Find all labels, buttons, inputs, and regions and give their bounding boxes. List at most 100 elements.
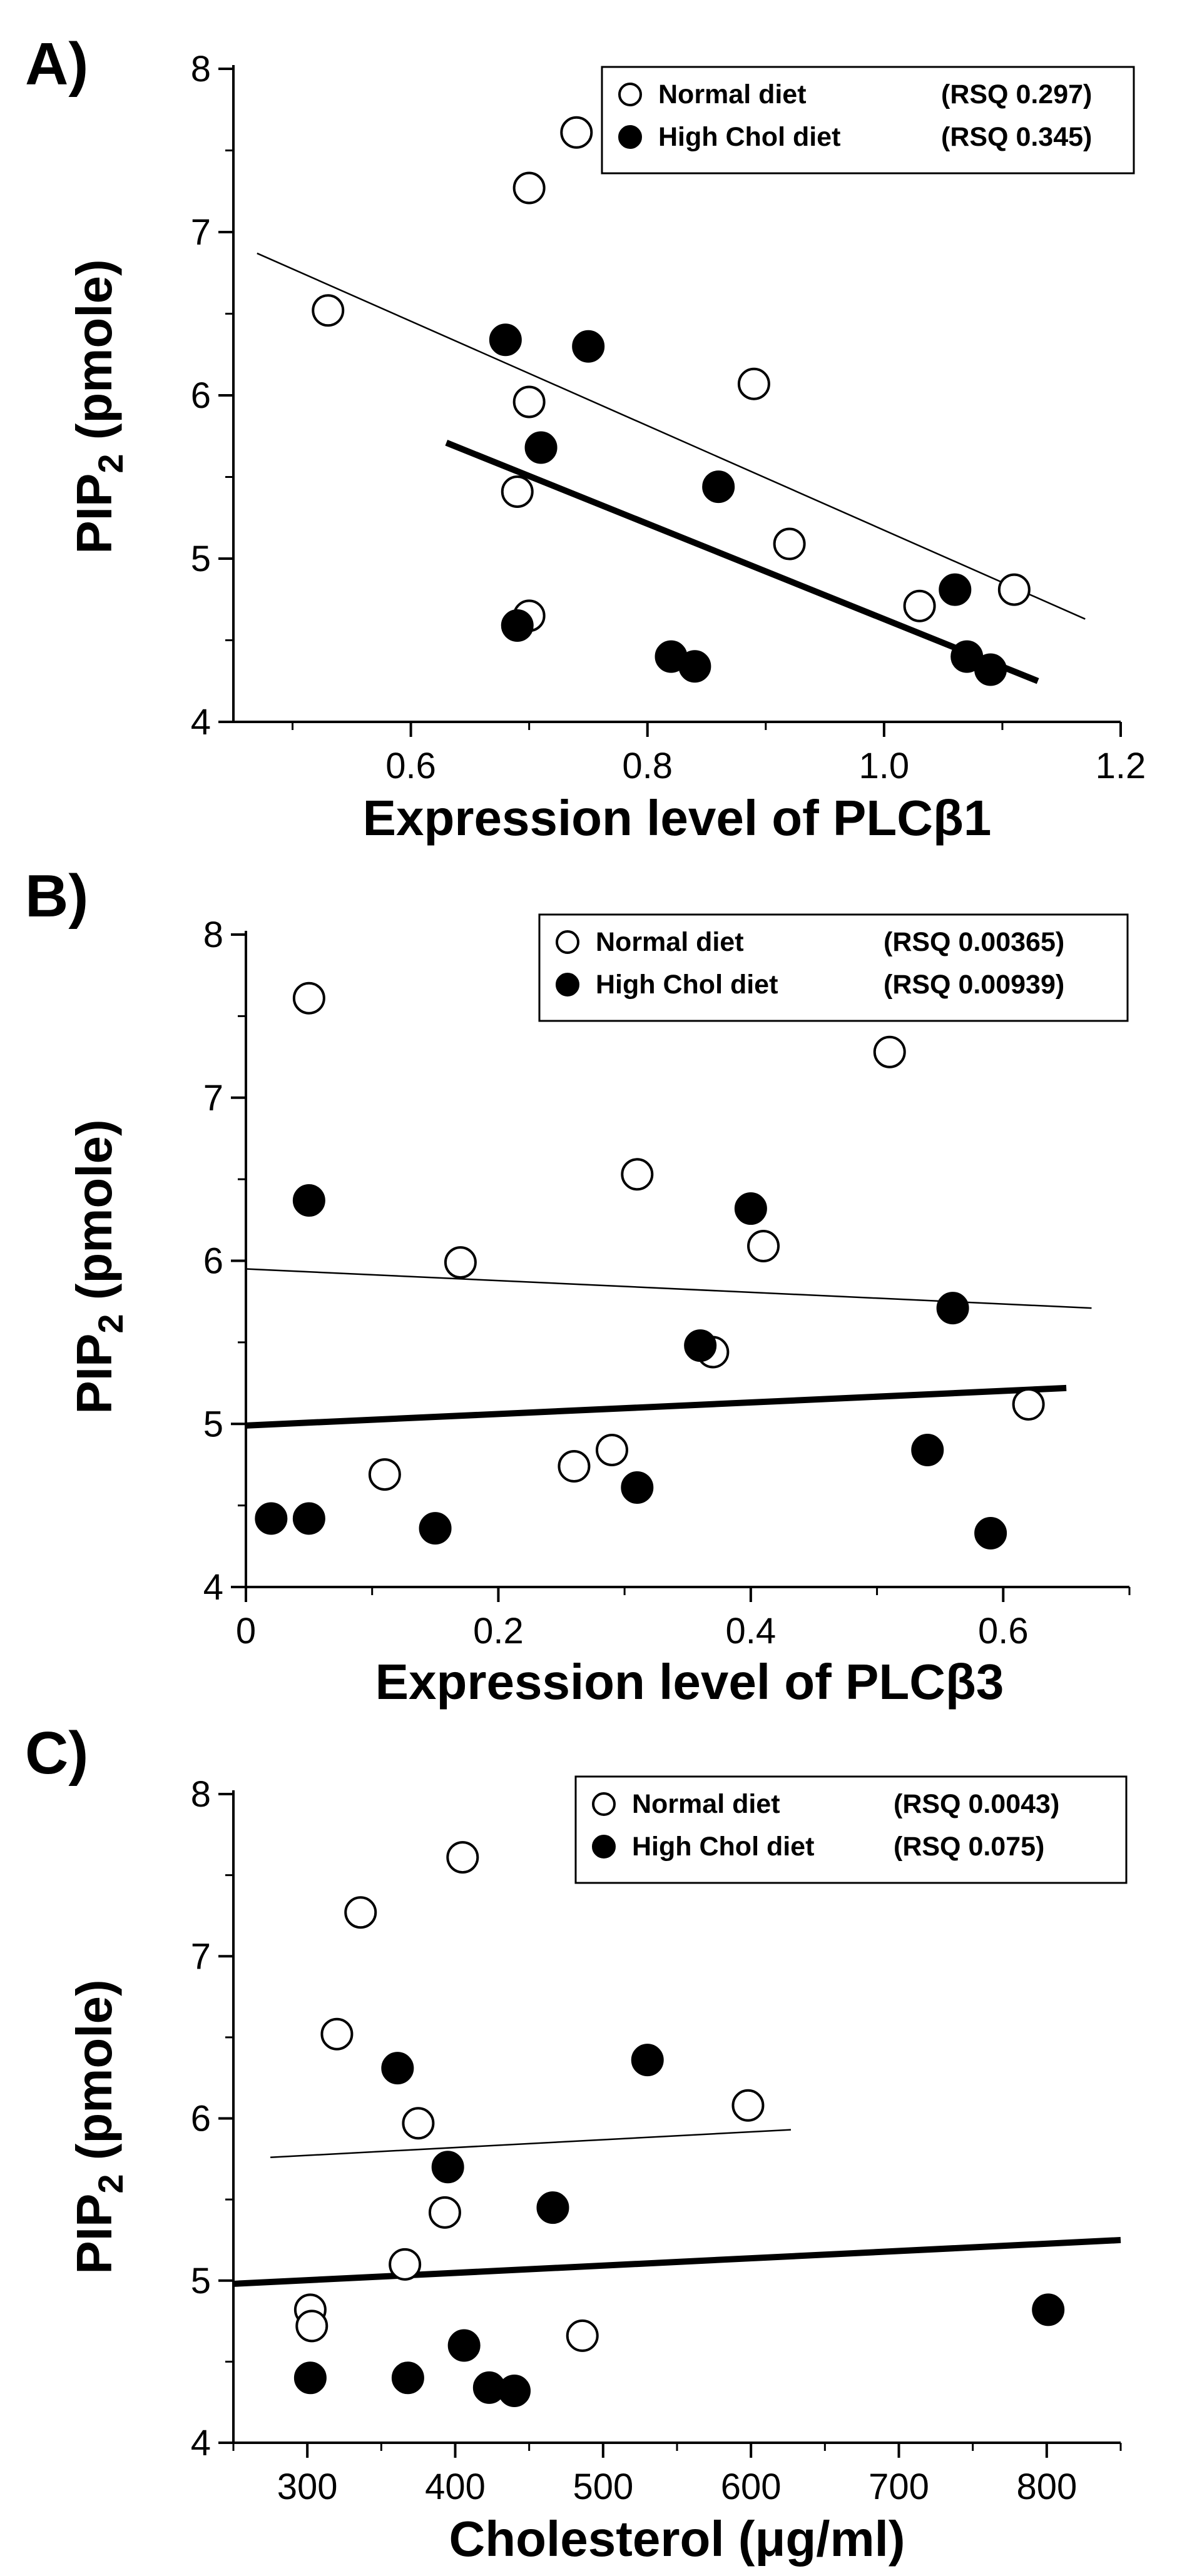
legend-series-name: Normal diet (632, 1789, 780, 1819)
legend-box (574, 1775, 1128, 1884)
y-tick-label: 5 (191, 2261, 211, 2301)
x-tick-label: 300 (277, 2467, 338, 2507)
data-point-normal (292, 981, 325, 1015)
y-tick-label: 5 (191, 539, 211, 579)
x-tick-label: 600 (721, 2467, 782, 2507)
fit-line-normal (257, 252, 1086, 620)
y-tick-label: 7 (191, 212, 211, 253)
legend-series-name: High Chol diet (658, 122, 840, 152)
data-point-normal (389, 2248, 422, 2281)
panel-1: A) 4 5 6 7 8 0.6 0.8 1.0 1.2 Expression level of P… (25, 31, 1146, 846)
y-tick-label: 7 (191, 1936, 211, 1977)
x-tick-label: 0.8 (622, 746, 673, 786)
data-point-high-chol (431, 2151, 464, 2184)
data-point-high-chol (936, 1292, 969, 1325)
data-point-high-chol (419, 1512, 452, 1545)
data-point-high-chol (536, 2191, 569, 2224)
panel-3: C) 4 5 6 7 8 300 400 500 600 700 800 Cholesterol (μg… (25, 1720, 1128, 2567)
y-tick-label: 4 (191, 2423, 211, 2463)
x-tick-label: 400 (425, 2467, 486, 2507)
x-tick-label: 0.2 (473, 1611, 524, 1651)
y-axis-title: PIP2 (pmole) (66, 1979, 130, 2274)
x-tick-label: 800 (1016, 2467, 1077, 2507)
data-point-normal (566, 2319, 599, 2352)
data-point-normal (368, 1458, 401, 1491)
legend-rsq: (RSQ 0.00939) (884, 970, 1064, 1000)
legend-rsq: (RSQ 0.297) (941, 79, 1092, 109)
y-tick-label: 6 (191, 375, 211, 416)
data-point-high-chol (447, 2329, 481, 2362)
y-tick-label: 7 (203, 1078, 223, 1118)
x-tick-label: 1.0 (859, 746, 910, 786)
data-point-normal (444, 1246, 477, 1279)
legend: Normal diet (RSQ 0.0043) High Chol diet (RS… (574, 1775, 1128, 1884)
data-point-high-chol (678, 650, 711, 683)
data-point-normal (320, 2017, 354, 2051)
data-point-normal (903, 589, 936, 622)
data-point-high-chol (911, 1433, 944, 1466)
legend-box (538, 913, 1129, 1022)
data-point-normal (446, 1841, 479, 1874)
y-tick-label: 4 (191, 702, 211, 743)
legend-series-name: High Chol diet (632, 1832, 814, 1862)
fit-line-normal (270, 2129, 792, 2158)
legend-series-name: Normal diet (596, 927, 744, 957)
data-point-high-chol (524, 431, 558, 464)
data-point-high-chol (684, 1329, 717, 1362)
data-point-normal (501, 475, 534, 508)
data-point-normal (1012, 1387, 1045, 1421)
legend-series-name: High Chol diet (596, 970, 778, 1000)
x-tick-label: 1.2 (1096, 746, 1146, 786)
data-point-high-chol (621, 1471, 654, 1504)
y-tick-label: 6 (191, 2099, 211, 2139)
data-point-normal (512, 171, 546, 205)
data-point-normal (512, 385, 546, 418)
fit-line-high-chol (445, 440, 1039, 684)
data-point-normal (312, 294, 345, 327)
data-point-high-chol (381, 2052, 414, 2085)
y-axis-title: PIP2 (pmole) (66, 1119, 130, 1414)
x-tick-label: 700 (869, 2467, 929, 2507)
legend: Normal diet (RSQ 0.00365) High Chol diet (R… (538, 913, 1129, 1022)
legend-rsq: (RSQ 0.345) (941, 122, 1092, 152)
data-point-high-chol (292, 1184, 325, 1217)
x-axis-title: Expression level of PLCβ3 (375, 1654, 1004, 1710)
fit-line-high-chol (233, 2236, 1121, 2287)
y-tick-label: 8 (191, 1774, 211, 1815)
panel-label: C) (25, 1720, 88, 1787)
panel-label: B) (25, 863, 88, 930)
legend-marker-normal (556, 930, 579, 954)
data-point-high-chol (292, 1502, 325, 1535)
data-point-normal (997, 573, 1031, 606)
data-point-normal (621, 1158, 654, 1191)
data-point-high-chol (293, 2361, 327, 2395)
data-point-normal (731, 2089, 765, 2122)
data-point-high-chol (391, 2361, 424, 2395)
data-point-high-chol (255, 1502, 288, 1535)
data-point-high-chol (702, 470, 735, 504)
data-point-normal (560, 116, 593, 149)
legend-marker-normal (618, 83, 642, 106)
data-point-high-chol (501, 609, 534, 642)
y-tick-label: 5 (203, 1404, 223, 1444)
x-tick-label: 0.6 (385, 746, 436, 786)
fit-line-high-chol (245, 1384, 1067, 1429)
data-point-high-chol (734, 1192, 767, 1225)
data-point-normal (295, 2310, 329, 2343)
data-point-high-chol (498, 2375, 531, 2408)
x-tick-label: 0 (236, 1611, 256, 1651)
legend-rsq: (RSQ 0.00365) (884, 927, 1064, 957)
x-tick-label: 0.6 (978, 1611, 1029, 1651)
panel-label: A) (25, 31, 88, 98)
y-tick-label: 8 (191, 49, 211, 89)
legend-marker-high-chol (592, 1835, 616, 1858)
data-point-high-chol (631, 2044, 664, 2077)
data-point-high-chol (572, 330, 605, 363)
legend-box (601, 66, 1135, 175)
legend-marker-normal (592, 1792, 616, 1816)
data-point-normal (873, 1035, 906, 1068)
y-tick-label: 6 (203, 1241, 223, 1282)
x-axis-title: Expression level of PLCβ1 (363, 790, 992, 846)
